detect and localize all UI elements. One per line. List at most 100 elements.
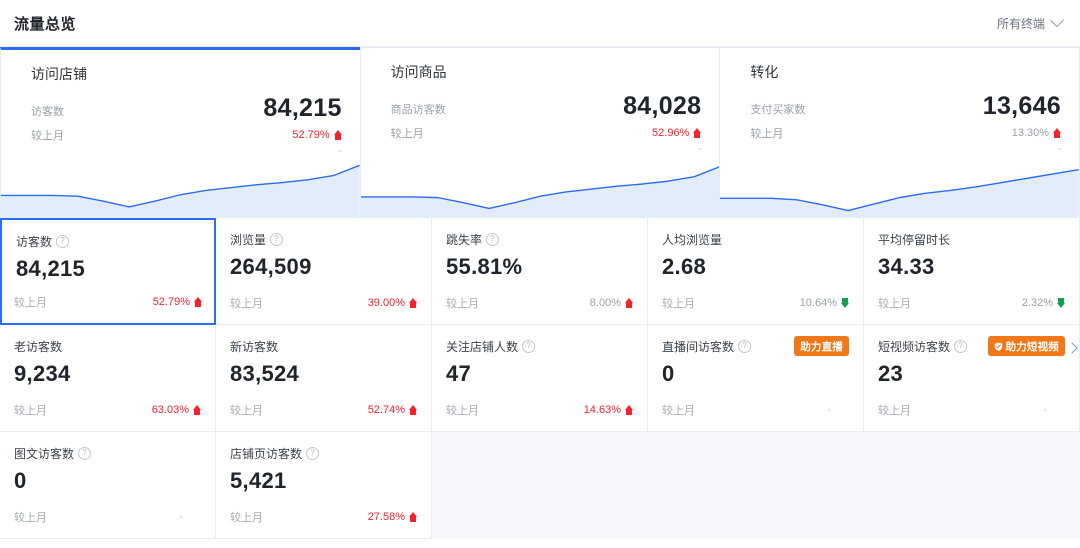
- summary-card-title: 访问商品: [390, 64, 447, 80]
- trend-up-icon: [693, 128, 702, 138]
- metric-tile-2[interactable]: 浏览量? 264,509 较上月 39.00%: [216, 218, 432, 325]
- tile-compare-label: 较上月: [446, 298, 479, 310]
- trend-up-icon: [193, 405, 201, 415]
- tile-label: 老访客数: [14, 339, 63, 354]
- summary-delta: 52.79%: [292, 129, 342, 141]
- help-icon[interactable]: ?: [954, 339, 968, 353]
- summary-metric-label: 访客数: [31, 106, 64, 118]
- summary-metric-label: 商品访客数: [390, 104, 446, 116]
- metric-tile-6[interactable]: 老访客数 9,234 较上月 63.03%: [0, 325, 216, 432]
- tile-value: 84,215: [16, 256, 86, 281]
- metric-tile-4[interactable]: 人均浏览量 2.68 较上月 10.64%: [648, 218, 864, 325]
- summary-card-body: 访问商品 商品访客数 84,028 较上月 52.96% -: [361, 48, 720, 155]
- metric-tile-8[interactable]: 关注店铺人数? 47 较上月 14.63%: [432, 325, 648, 432]
- summary-card-1[interactable]: 访问店铺 访客数 84,215 较上月 52.79% -: [0, 47, 360, 218]
- tile-delta: -: [1043, 404, 1047, 416]
- summary-metric-value: 84,215: [263, 94, 342, 122]
- metric-tile-10[interactable]: 短视频访客数? 助力短视频 23 较上月 -: [864, 325, 1080, 432]
- promo-badge[interactable]: 助力短视频: [987, 336, 1065, 356]
- tile-compare-label: 较上月: [14, 405, 47, 417]
- tile-header: 店铺页访客数?: [230, 445, 417, 461]
- metric-tile-12[interactable]: 店铺页访客数? 5,421 较上月 27.58%: [216, 432, 432, 539]
- help-icon[interactable]: ?: [306, 446, 320, 460]
- help-icon[interactable]: ?: [738, 339, 752, 353]
- summary-card-title: 访问店铺: [31, 66, 87, 82]
- tile-value: 23: [878, 361, 904, 386]
- tile-footer: 较上月 2.32%: [878, 295, 1065, 311]
- tile-header: 新访客数: [230, 338, 417, 354]
- metric-tile-7[interactable]: 新访客数 83,524 较上月 52.74%: [216, 325, 432, 432]
- help-icon[interactable]: ?: [78, 446, 92, 460]
- chevron-right-icon[interactable]: [1066, 342, 1078, 354]
- tile-header: 浏览量?: [230, 231, 417, 247]
- metric-tile-3[interactable]: 跳失率? 55.81% 较上月 8.00%: [432, 218, 648, 325]
- summary-sparkline-chart: [360, 139, 720, 217]
- trend-up-icon: [333, 130, 342, 140]
- summary-card-title: 转化: [750, 64, 779, 80]
- summary-secondary-dash: -: [338, 145, 342, 157]
- tile-value: 2.68: [662, 254, 707, 279]
- summary-delta: 13.30%: [1012, 127, 1062, 139]
- tile-compare-label: 较上月: [14, 297, 47, 309]
- help-icon[interactable]: ?: [522, 339, 536, 353]
- summary-card-body: 转化 支付买家数 13,646 较上月 13.30% -: [720, 48, 1079, 155]
- summary-cards-row: 访问店铺 访客数 84,215 较上月 52.79% - 访问商品 商品访客数 …: [0, 47, 1080, 218]
- tile-footer: 较上月 -: [662, 402, 849, 418]
- tile-compare-label: 较上月: [230, 405, 263, 417]
- help-icon[interactable]: ?: [56, 234, 70, 248]
- summary-compare-line: 较上月 52.79%: [31, 127, 342, 143]
- tile-value: 47: [446, 361, 472, 386]
- summary-compare-label: 较上月: [31, 130, 64, 142]
- tile-header: 关注店铺人数?: [446, 338, 633, 354]
- summary-compare-line: 较上月 52.96%: [391, 125, 702, 141]
- metric-tile-1[interactable]: 访客数? 84,215 较上月 52.79%: [0, 218, 216, 325]
- metric-tile-11[interactable]: 图文访客数? 0 较上月 -: [0, 432, 216, 539]
- trend-up-icon: [625, 298, 633, 308]
- terminal-filter-dropdown[interactable]: 所有终端: [996, 13, 1065, 32]
- tile-label: 短视频访客数?: [878, 338, 968, 355]
- trend-up-icon: [409, 512, 417, 522]
- tile-value: 55.81%: [446, 254, 523, 279]
- tile-delta: 2.32%: [1022, 297, 1065, 309]
- metric-tile-5[interactable]: 平均停留时长 34.33 较上月 2.32%: [864, 218, 1080, 325]
- terminal-filter-label: 所有终端: [996, 16, 1045, 31]
- tile-header: 人均浏览量: [662, 231, 849, 247]
- tile-header: 跳失率?: [446, 231, 633, 247]
- trend-up-icon: [409, 405, 417, 415]
- tile-header: 图文访客数?: [14, 445, 201, 461]
- summary-metric-label: 支付买家数: [750, 104, 806, 116]
- summary-primary-line: 访客数 84,215: [31, 96, 342, 121]
- tile-footer: 较上月 -: [878, 402, 1065, 418]
- summary-card-body: 访问店铺 访客数 84,215 较上月 52.79% -: [1, 50, 360, 157]
- tile-delta: 10.64%: [800, 297, 849, 309]
- summary-sparkline-chart: [720, 139, 1080, 217]
- tile-compare-label: 较上月: [446, 405, 479, 417]
- tile-header: 平均停留时长: [878, 231, 1065, 247]
- trend-up-icon: [409, 298, 417, 308]
- summary-secondary-dash: -: [697, 143, 702, 155]
- summary-primary-line: 商品访客数 84,028: [391, 94, 702, 119]
- grid-empty-space: [432, 432, 1080, 539]
- tile-footer: 较上月 52.79%: [14, 294, 202, 310]
- tile-value: 264,509: [230, 254, 312, 279]
- tile-footer: 较上月 -: [14, 509, 201, 525]
- metric-tile-9[interactable]: 直播间访客数? 助力直播 0 较上月 -: [648, 325, 864, 432]
- tile-value: 34.33: [878, 254, 935, 279]
- tile-delta: 27.58%: [368, 511, 417, 523]
- tile-delta: 52.79%: [153, 296, 202, 308]
- tile-header: 访客数?: [16, 233, 200, 249]
- help-icon[interactable]: ?: [270, 232, 284, 246]
- page-title: 流量总览: [14, 15, 77, 33]
- promo-badge[interactable]: 助力直播: [794, 336, 849, 356]
- help-icon[interactable]: ?: [486, 232, 500, 246]
- tile-value: 0: [662, 361, 675, 386]
- trend-up-icon: [194, 297, 202, 307]
- summary-card-2[interactable]: 访问商品 商品访客数 84,028 较上月 52.96% -: [359, 47, 720, 218]
- trend-up-icon: [1053, 128, 1062, 138]
- tile-label: 新访客数: [230, 339, 279, 354]
- tile-footer: 较上月 52.74%: [230, 402, 417, 418]
- summary-card-3[interactable]: 转化 支付买家数 13,646 较上月 13.30% -: [719, 47, 1080, 218]
- tile-label: 直播间访客数?: [662, 338, 752, 355]
- shield-icon: [994, 341, 1002, 351]
